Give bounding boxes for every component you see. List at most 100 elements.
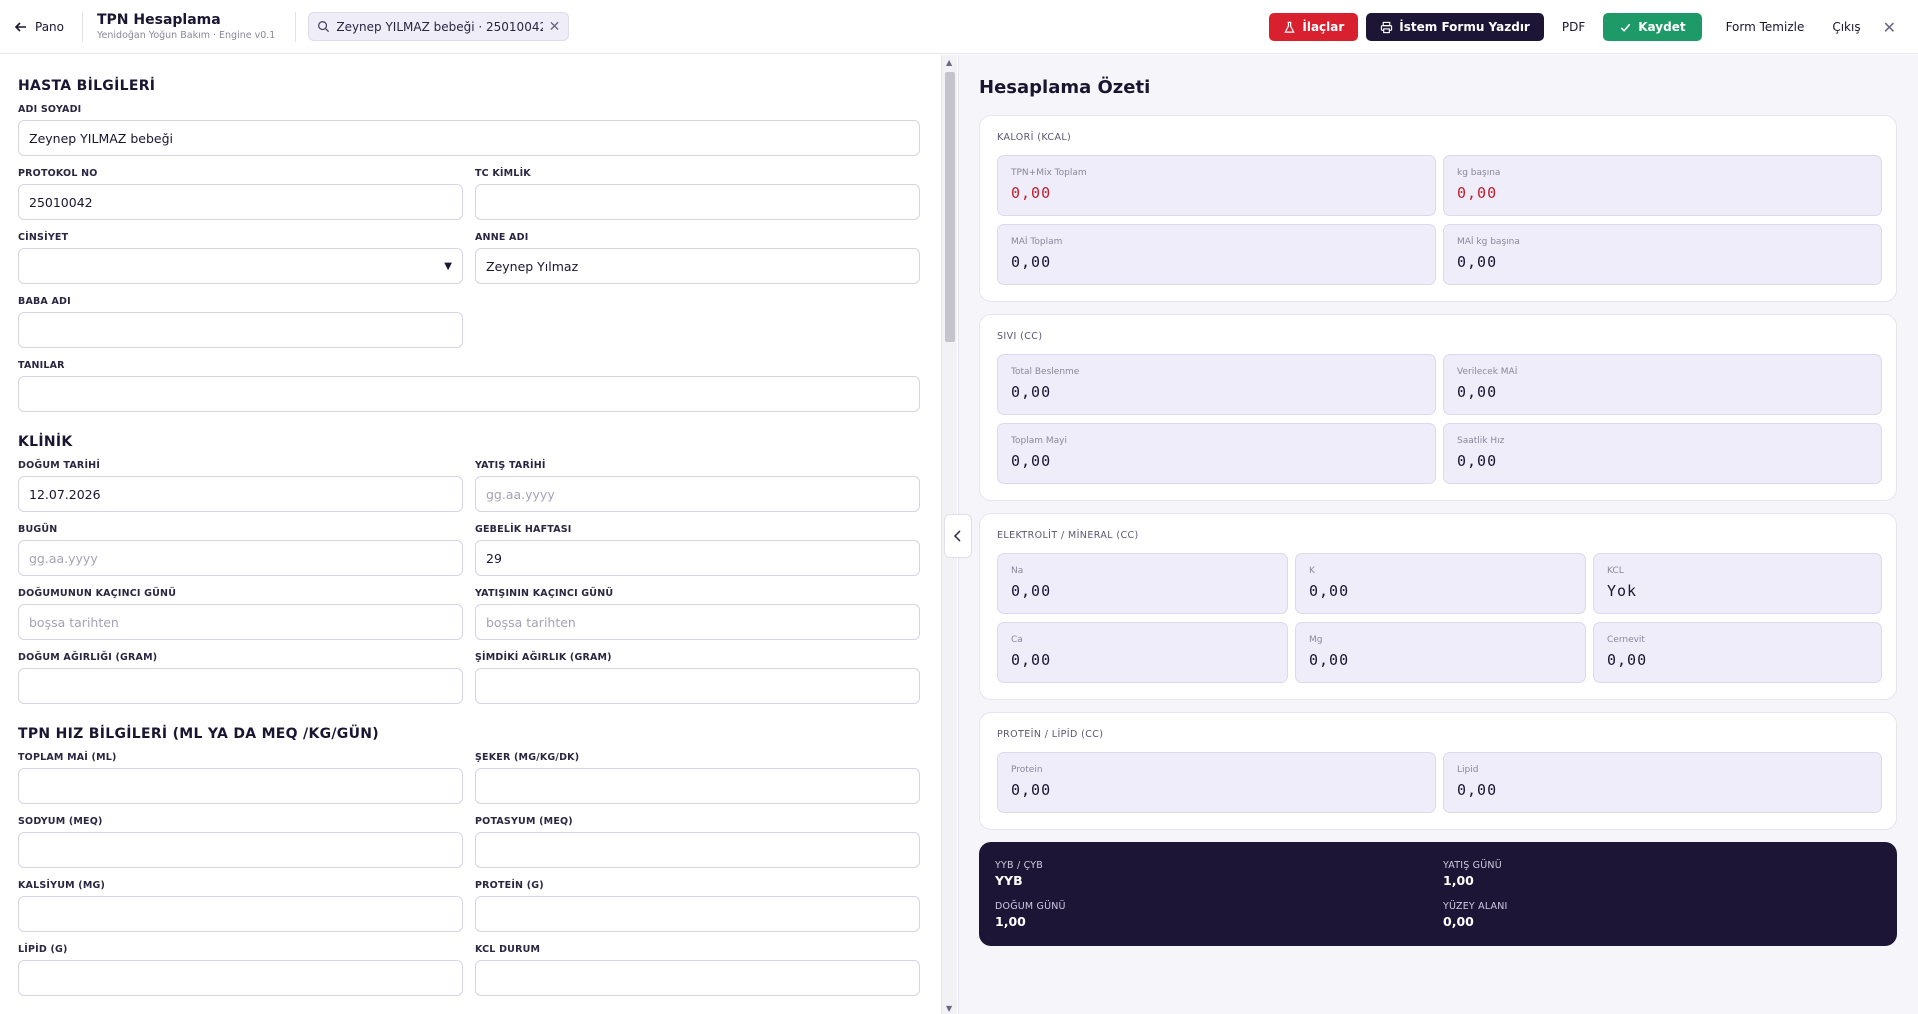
scroll-up-icon[interactable]: ▲ (946, 58, 953, 67)
gebelik-haftasi-label: GEBELİK HAFTASI (475, 524, 572, 535)
patient-chip-text: Zeynep YILMAZ bebeği · 25010042 (336, 19, 543, 34)
tc-kimlik-input[interactable] (475, 184, 920, 220)
sivi-saatlik-hiz-tile: Saatlik Hız 0,00 (1443, 423, 1882, 484)
seker-input[interactable] (475, 768, 920, 804)
tile-value: 0,00 (1309, 651, 1350, 669)
lipid-input[interactable] (18, 960, 463, 996)
anne-adi-input[interactable]: Zeynep Yılmaz (475, 248, 920, 284)
kalori-card: KALORİ (KCAL) TPN+Mix Toplam 0,00 kg baş… (979, 115, 1897, 302)
tile-label: Protein (1011, 765, 1043, 775)
tile-value: 0,00 (1011, 253, 1052, 271)
cinsiyet-label: CİNSİYET (18, 232, 69, 243)
chevron-down-icon: ▼ (444, 260, 452, 272)
ilaclar-button[interactable]: İlaçlar (1269, 13, 1359, 41)
tile-value: 0,00 (1011, 383, 1052, 401)
yyb-label: YYB / ÇYB (995, 860, 1043, 871)
adi-soyadi-input[interactable]: Zeynep YILMAZ bebeği (18, 120, 920, 156)
kalori-title: KALORİ (KCAL) (997, 132, 1072, 143)
tc-kimlik-label: TC KİMLİK (475, 168, 531, 179)
sivi-verilecek-mai-tile: Verilecek MAİ 0,00 (1443, 354, 1882, 415)
anne-adi-label: ANNE ADI (475, 232, 529, 243)
clear-form-button[interactable]: Form Temizle (1716, 13, 1815, 41)
lipid-tile: Lipid 0,00 (1443, 752, 1882, 813)
dogum-agirligi-label: DOĞUM AĞIRLIĞI (GRAM) (18, 652, 158, 663)
kalori-per-kg-tile: kg başına 0,00 (1443, 155, 1882, 216)
protein-tile: Protein 0,00 (997, 752, 1436, 813)
baba-adi-label: BABA ADI (18, 296, 71, 307)
protein-input[interactable] (475, 896, 920, 932)
tanilar-label: TANILAR (18, 360, 65, 371)
scroll-down-icon[interactable]: ▼ (946, 1004, 953, 1013)
clear-form-label: Form Temizle (1725, 20, 1805, 34)
kalori-tpn-total-tile: TPN+Mix Toplam 0,00 (997, 155, 1436, 216)
check-icon (1621, 23, 1631, 32)
tile-value: 0,00 (1457, 383, 1498, 401)
gebelik-haftasi-input[interactable]: 29 (475, 540, 920, 576)
collapse-panel-button[interactable] (944, 514, 972, 558)
divider (295, 11, 297, 42)
dogum-tarihi-input[interactable]: 12.07.2026 (18, 476, 463, 512)
sodyum-input[interactable] (18, 832, 463, 868)
protokol-input[interactable]: 25010042 (18, 184, 463, 220)
elektrolit-card: ELEKTROLİT / MİNERAL (CC) Na 0,00 K 0,00… (979, 513, 1897, 700)
tile-label: MAİ Toplam (1011, 237, 1063, 247)
tile-value: 0,00 (1309, 582, 1350, 600)
tile-label: MAİ kg başına (1457, 237, 1520, 247)
bugun-input[interactable]: gg.aa.yyyy (18, 540, 463, 576)
tile-label: Toplam Mayi (1011, 436, 1067, 446)
tile-value: 0,00 (1011, 582, 1052, 600)
toplam-mai-input[interactable] (18, 768, 463, 804)
kalsiyum-label: KALSİYUM (MG) (18, 880, 106, 891)
kcl-durum-input[interactable] (475, 960, 920, 996)
save-button[interactable]: Kaydet (1603, 13, 1702, 41)
toplam-mai-label: TOPLAM MAİ (ML) (18, 752, 117, 763)
tile-label: Ca (1011, 635, 1023, 645)
scrollbar-thumb[interactable] (945, 72, 955, 342)
patient-search-chip[interactable]: Zeynep YILMAZ bebeği · 25010042 ✕ (308, 12, 570, 41)
dogum-agirligi-input[interactable] (18, 668, 463, 704)
summary-title: Hesaplama Özeti (979, 77, 1151, 98)
back-label: Pano (35, 19, 64, 34)
simdiki-agirlik-input[interactable] (475, 668, 920, 704)
tile-value: 0,00 (1457, 253, 1498, 271)
tile-value: 0,00 (1457, 452, 1498, 470)
kalori-mai-total-tile: MAİ Toplam 0,00 (997, 224, 1436, 285)
save-label: Kaydet (1638, 20, 1686, 34)
kalsiyum-input[interactable] (18, 896, 463, 932)
kalori-mai-per-kg-tile: MAİ kg başına 0,00 (1443, 224, 1882, 285)
baba-adi-input[interactable] (18, 312, 463, 348)
lipid-label: LİPİD (G) (18, 944, 68, 955)
potasyum-input[interactable] (475, 832, 920, 868)
elektrolit-ca-tile: Ca 0,00 (997, 622, 1288, 683)
dogum-gunu-value: 1,00 (995, 914, 1026, 929)
tanilar-input[interactable] (18, 376, 920, 412)
section-title-klinik: KLİNİK (18, 434, 73, 450)
tile-label: Mg (1309, 635, 1323, 645)
yatis-gunu-input[interactable]: boşsa tarihten (475, 604, 920, 640)
dogum-gunu-input[interactable]: boşsa tarihten (18, 604, 463, 640)
summary-panel: Hesaplama Özeti KALORİ (KCAL) TPN+Mix To… (958, 55, 1918, 1014)
sodyum-label: SODYUM (MEQ) (18, 816, 103, 827)
adi-soyadi-label: ADI SOYADI (18, 104, 82, 115)
back-to-dashboard-button[interactable]: Pano (14, 20, 64, 34)
clear-patient-icon[interactable]: ✕ (548, 18, 561, 35)
seker-label: ŞEKER (MG/KG/DK) (475, 752, 580, 763)
app-subtitle: Yenidoğan Yoğun Bakım · Engine v0.1 (97, 30, 276, 41)
simdiki-agirlik-label: ŞİMDİKİ AĞIRLIK (GRAM) (475, 652, 612, 663)
tile-label: Na (1011, 566, 1024, 576)
yatis-tarihi-input[interactable]: gg.aa.yyyy (475, 476, 920, 512)
elektrolit-kcl-tile: KCL Yok (1593, 553, 1882, 614)
elektrolit-k-tile: K 0,00 (1295, 553, 1586, 614)
pdf-button[interactable]: PDF (1552, 13, 1595, 41)
tile-value: 0,00 (1011, 781, 1052, 799)
close-icon[interactable]: ✕ (1882, 17, 1896, 37)
tile-label: K (1309, 566, 1315, 576)
tile-label: Cernevit (1607, 635, 1645, 645)
tile-label: kg başına (1457, 168, 1501, 178)
tile-value: 0,00 (1457, 781, 1498, 799)
dogum-gunu-label: DOĞUM GÜNÜ (995, 901, 1066, 912)
logout-button[interactable]: Çıkış (1822, 13, 1870, 41)
print-form-button[interactable]: İstem Formu Yazdır (1366, 13, 1544, 41)
cinsiyet-select[interactable]: ▼ (18, 248, 463, 284)
elektrolit-cernevit-tile: Cernevit 0,00 (1593, 622, 1882, 683)
